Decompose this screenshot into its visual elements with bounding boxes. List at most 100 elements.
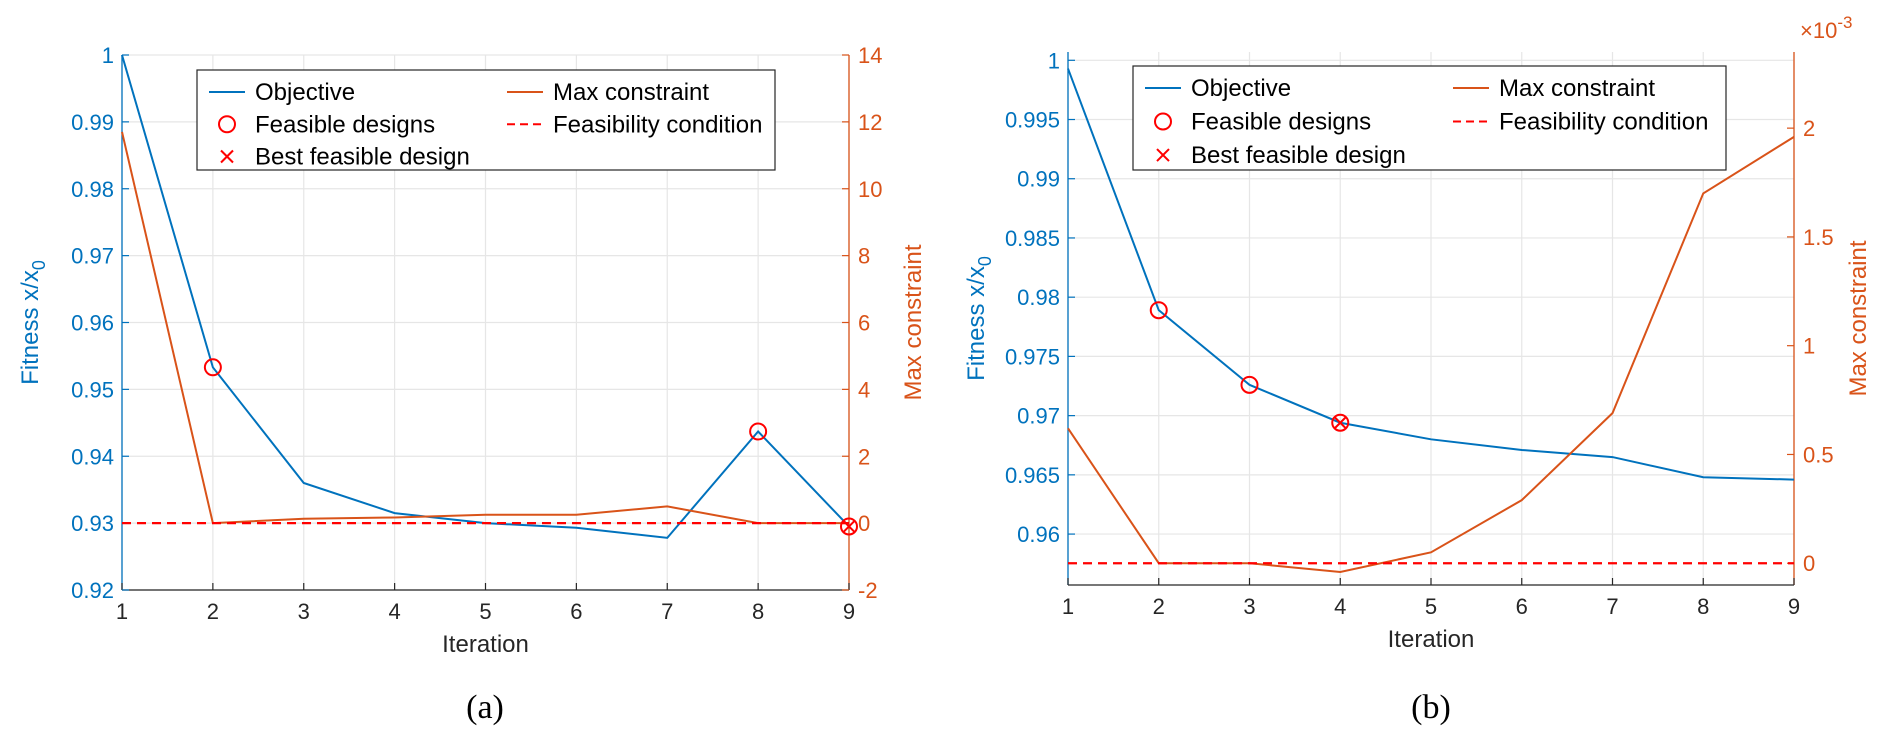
x-tick-label: 7 xyxy=(1606,594,1618,619)
x-axis-label: Iteration xyxy=(442,631,529,658)
right-y-tick-label: 8 xyxy=(858,244,870,269)
right-y-tick-label: 12 xyxy=(858,110,882,135)
right-y-tick-label: 14 xyxy=(858,43,882,68)
best-feasible-design-marker xyxy=(842,519,856,534)
legend: Objective Max constraint Feasible designs F… xyxy=(196,69,776,171)
legend-label: Best feasible design xyxy=(1191,142,1406,169)
legend-swatch-feasible xyxy=(1154,112,1172,131)
legend-item: Best feasible design xyxy=(1156,142,1406,169)
left-y-tick-label: 0.98 xyxy=(71,177,114,202)
legend-label: Feasibility condition xyxy=(1499,109,1708,136)
feasible-design-marker xyxy=(203,358,222,377)
exponent-power: -3 xyxy=(1837,13,1852,32)
feasible-design-marker xyxy=(1331,413,1350,432)
right-y-tick-label: 6 xyxy=(858,311,870,336)
left-y-tick-label: 0.99 xyxy=(1017,167,1060,192)
legend: Objective Max constraint Feasible designs F… xyxy=(1132,65,1727,171)
feasible-design-marker xyxy=(1240,375,1259,394)
left-y-tick-label: 0.94 xyxy=(71,444,114,469)
legend-box xyxy=(1132,65,1727,171)
right-y-axis-label: Max constraint xyxy=(1845,240,1872,396)
x-tick-label: 6 xyxy=(570,599,582,624)
left-y-tick-label: 0.95 xyxy=(71,377,114,402)
left-y-axis-label-sub: 0 xyxy=(29,260,49,270)
x-tick-label: 1 xyxy=(116,599,128,624)
right-y-tick-label: 0 xyxy=(858,511,870,536)
legend-item: Best feasible design xyxy=(220,144,470,171)
feasible-design-marker xyxy=(1149,301,1168,320)
chart-panel-a: 1 2 3 4 5 6 7 8 90.920.930.940.950.960.970.980.9… xyxy=(17,43,927,726)
x-tick-label: 1 xyxy=(1062,594,1074,619)
objective-line xyxy=(1067,68,1795,481)
legend-item: Feasibility condition xyxy=(507,111,762,138)
left-y-axis-label-main: Fitness x/x xyxy=(17,270,44,385)
left-y-tick-label: 0.93 xyxy=(71,511,114,536)
legend-swatch-best xyxy=(1156,148,1170,162)
legend-label: Objective xyxy=(1191,75,1291,102)
left-y-axis-label-sub: 0 xyxy=(975,256,995,266)
left-y-tick-label: 0.965 xyxy=(1005,463,1060,488)
legend-item: Feasibility condition xyxy=(1453,109,1708,136)
right-axis-exponent: ×10-3 xyxy=(1800,13,1852,43)
x-tick-label: 5 xyxy=(479,599,491,624)
right-y-tick-label: 1 xyxy=(1803,334,1815,359)
left-y-tick-label: 0.98 xyxy=(1017,285,1060,310)
left-y-axis-label-main: Fitness x/x xyxy=(963,266,990,381)
left-y-tick-label: 0.96 xyxy=(71,311,114,336)
x-axis-label: Iteration xyxy=(1388,626,1475,653)
legend-item: Max constraint xyxy=(1453,75,1655,102)
x-tick-label: 3 xyxy=(298,599,310,624)
x-tick-label: 5 xyxy=(1425,594,1437,619)
legend-label: Objective xyxy=(255,79,355,106)
right-y-tick-label: -2 xyxy=(858,578,878,603)
feasible-design-marker xyxy=(749,422,768,441)
legend-label: Feasible designs xyxy=(1191,109,1371,136)
legend-swatch-feasible xyxy=(218,115,236,134)
x-tick-label: 8 xyxy=(752,599,764,624)
left-y-tick-label: 0.96 xyxy=(1017,522,1060,547)
left-y-tick-label: 0.97 xyxy=(1017,404,1060,429)
left-y-tick-label: 0.985 xyxy=(1005,226,1060,251)
legend-item: Feasible designs xyxy=(1154,109,1371,136)
legend-label: Feasibility condition xyxy=(553,111,762,138)
right-y-tick-label: 4 xyxy=(858,377,870,402)
x-tick-label: 3 xyxy=(1243,594,1255,619)
legend-item: Objective xyxy=(1145,75,1291,102)
right-y-tick-label: 10 xyxy=(858,177,882,202)
left-y-axis-label: Fitness x/x0 xyxy=(963,256,995,381)
x-tick-label: 2 xyxy=(207,599,219,624)
legend-label: Max constraint xyxy=(553,79,709,106)
left-y-tick-label: 0.975 xyxy=(1005,344,1060,369)
left-y-tick-label: 0.99 xyxy=(71,110,114,135)
x-tick-label: 4 xyxy=(389,599,401,624)
right-y-tick-label: 1.5 xyxy=(1803,225,1834,250)
left-y-tick-label: 0.995 xyxy=(1005,108,1060,133)
legend-label: Best feasible design xyxy=(255,144,470,171)
x-tick-label: 4 xyxy=(1334,594,1346,619)
left-y-tick-label: 0.92 xyxy=(71,578,114,603)
right-y-tick-label: 2 xyxy=(858,444,870,469)
left-y-tick-label: 1 xyxy=(102,43,114,68)
x-tick-label: 9 xyxy=(843,599,855,624)
panel-label: (b) xyxy=(1411,689,1451,726)
legend-label: Max constraint xyxy=(1499,75,1655,102)
x-tick-label: 6 xyxy=(1516,594,1528,619)
legend-swatch-best xyxy=(220,149,234,164)
feasible-design-marker xyxy=(840,517,858,536)
best-marker-stroke xyxy=(1333,416,1347,430)
legend-item: Feasible designs xyxy=(218,111,435,138)
x-tick-label: 9 xyxy=(1788,594,1800,619)
left-y-tick-label: 0.97 xyxy=(71,244,114,269)
legend-label: Feasible designs xyxy=(255,111,435,138)
right-y-tick-label: 2 xyxy=(1803,116,1815,141)
legend-item: Max constraint xyxy=(507,79,709,106)
best-marker-stroke xyxy=(842,519,856,534)
left-y-axis-label: Fitness x/x0 xyxy=(17,260,49,385)
chart-panel-b: 1 2 3 4 5 6 7 8 9 0.96 0.965 0.97 0.975 0.98 0.985 0.99… xyxy=(963,13,1872,726)
legend-box xyxy=(196,69,776,171)
right-y-axis-label: Max constraint xyxy=(900,244,927,400)
max-constraint-line xyxy=(121,131,849,525)
right-y-tick-label: 0 xyxy=(1803,551,1815,576)
right-y-tick-label: 0.5 xyxy=(1803,442,1834,467)
